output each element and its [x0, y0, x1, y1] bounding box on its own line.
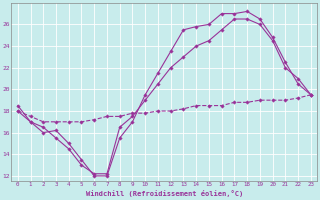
X-axis label: Windchill (Refroidissement éolien,°C): Windchill (Refroidissement éolien,°C)	[86, 190, 243, 197]
